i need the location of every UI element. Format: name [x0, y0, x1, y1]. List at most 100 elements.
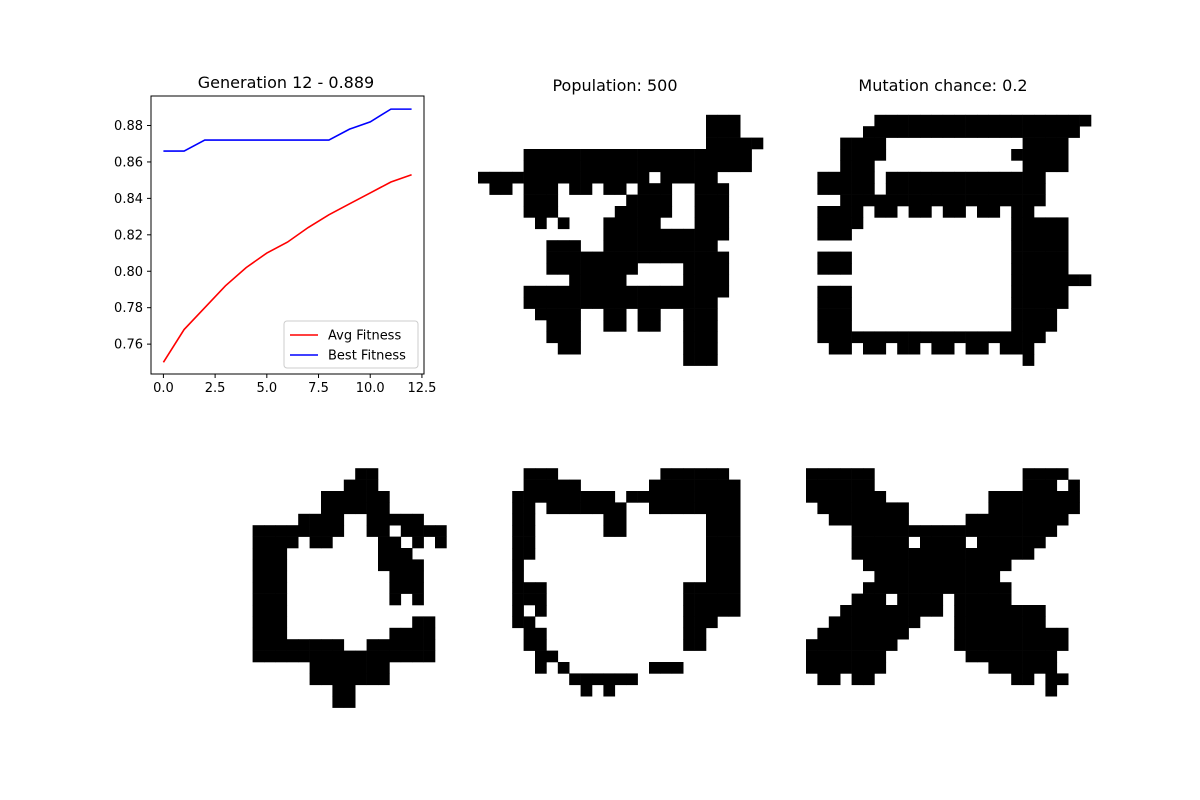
- grid-cell: [512, 513, 524, 526]
- grid-cell: [828, 320, 841, 332]
- grid-cell: [965, 639, 978, 651]
- grid-cell: [389, 570, 402, 583]
- grid-cell: [828, 616, 841, 629]
- grid-cell: [885, 605, 898, 617]
- grid-cell: [874, 114, 887, 127]
- grid-cell: [706, 320, 718, 332]
- grid-cell: [977, 206, 989, 218]
- grid-cell: [706, 479, 718, 492]
- grid-cell: [874, 126, 887, 138]
- grid-cell: [706, 331, 718, 344]
- grid-cell: [569, 297, 581, 309]
- grid-cell: [1034, 513, 1046, 526]
- grid-cell: [851, 491, 864, 503]
- grid-cell: [706, 171, 718, 184]
- grid-cell: [1011, 149, 1023, 161]
- grid-cell: [706, 536, 718, 549]
- grid-cell: [378, 662, 390, 674]
- grid-cell: [1034, 228, 1046, 241]
- grid-cell: [1022, 605, 1035, 617]
- grid-cell: [1045, 263, 1058, 275]
- grid-cell: [1045, 650, 1058, 663]
- grid-cell: [1034, 525, 1046, 537]
- grid-cell: [671, 479, 684, 492]
- grid-cell: [546, 491, 559, 503]
- grid-cell: [717, 605, 730, 617]
- grid-cell: [717, 570, 730, 583]
- grid-cell: [965, 582, 978, 594]
- grid-cell: [592, 251, 604, 264]
- grid-cell: [512, 491, 524, 503]
- grid-cell: [1056, 160, 1069, 173]
- grid-cell: [977, 194, 989, 207]
- grid-cell: [286, 536, 299, 549]
- grid-cell: [908, 582, 921, 594]
- grid-cell: [717, 149, 730, 161]
- grid-cell: [614, 502, 627, 515]
- grid-cell: [706, 502, 718, 515]
- grid-cell: [683, 605, 695, 617]
- grid-cell: [683, 240, 695, 252]
- grid-cell: [683, 171, 695, 184]
- grid-cell: [988, 662, 1001, 674]
- grid-cell: [671, 662, 684, 674]
- grid-cell: [423, 627, 436, 640]
- grid-cell: [863, 513, 875, 526]
- grid-cell: [343, 673, 356, 686]
- grid-cell: [828, 673, 841, 686]
- grid-cell: [863, 582, 875, 594]
- grid-cell: [706, 183, 718, 195]
- grid-cell: [1045, 502, 1058, 515]
- grid-cell: [523, 536, 536, 549]
- grid-cell: [321, 513, 333, 526]
- grid-cell: [569, 285, 581, 298]
- grid-cell: [874, 593, 887, 606]
- grid-cell: [637, 206, 650, 218]
- grid-cell: [523, 502, 536, 515]
- individual-grids: [252, 114, 1092, 708]
- grid-cell: [931, 605, 944, 617]
- grid-cell: [806, 650, 818, 663]
- grid-cell: [614, 308, 627, 321]
- grid-cell: [512, 605, 524, 617]
- grid-cell: [603, 525, 616, 537]
- grid-cell: [728, 114, 741, 127]
- grid-cell: [920, 605, 932, 617]
- grid-cell: [1068, 491, 1080, 503]
- grid-cell: [863, 593, 875, 606]
- grid-cell: [649, 217, 661, 230]
- grid-cell: [512, 559, 524, 572]
- grid-cell: [988, 582, 1001, 594]
- y-tick-label: 0.84: [114, 192, 143, 207]
- grid-cell: [977, 183, 989, 195]
- grid-cell: [298, 513, 310, 526]
- grid-cell: [931, 331, 944, 344]
- grid-cell: [863, 149, 875, 161]
- grid-cell: [592, 297, 604, 309]
- grid-cell: [706, 616, 718, 629]
- grid-cell: [965, 650, 978, 663]
- grid-cell: [1022, 149, 1035, 161]
- grid-cell: [851, 593, 864, 606]
- grid-cell: [965, 126, 978, 138]
- grid-cell: [412, 525, 424, 537]
- grid-cell: [1034, 479, 1046, 492]
- grid-cell: [580, 285, 593, 298]
- grid-cell: [965, 559, 978, 572]
- grid-cell: [717, 559, 730, 572]
- grid-cell: [1034, 650, 1046, 663]
- grid-cell: [1022, 263, 1035, 275]
- grid-cell: [523, 206, 536, 218]
- grid-cell: [999, 650, 1012, 663]
- grid-cell: [851, 149, 864, 161]
- grid-cell: [557, 251, 570, 264]
- grid-cell: [1045, 137, 1058, 150]
- grid-cell: [1022, 525, 1035, 537]
- grid-cell: [626, 251, 638, 264]
- grid-cell: [908, 183, 921, 195]
- grid-cell: [683, 354, 695, 366]
- grid-cell: [828, 650, 841, 663]
- grid-cell: [965, 342, 978, 355]
- grid-cell: [1045, 228, 1058, 241]
- grid-cell: [580, 171, 593, 184]
